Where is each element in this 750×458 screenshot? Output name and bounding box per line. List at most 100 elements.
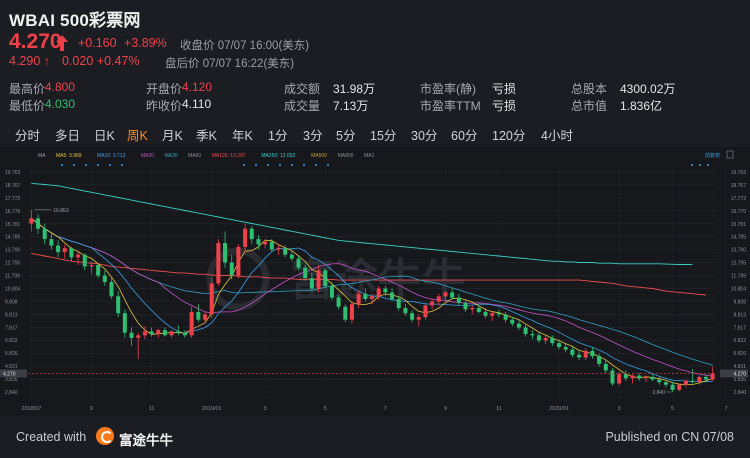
x-tick-10: 3 [618, 406, 621, 412]
x-tick-2: 11 [149, 406, 155, 412]
legend-dot [121, 164, 123, 166]
y-tick-left-6: 13.790 [5, 248, 21, 254]
candle-body-40 [296, 258, 301, 268]
y-tick-left-3: 16.776 [5, 209, 21, 215]
candle-body-13 [116, 296, 121, 314]
candle-body-96 [670, 384, 675, 390]
y-tick-left-0: 19.763 [5, 170, 21, 176]
y-tick-left-9: 10.804 [5, 286, 21, 292]
candle-body-77 [543, 337, 548, 341]
tab-3[interactable]: 周K [127, 129, 148, 143]
stat-label: 成交量 [284, 99, 321, 113]
current-price-tag-left [0, 369, 27, 378]
tab-8[interactable]: 3分 [303, 129, 323, 143]
stat-label: 成交额 [284, 82, 321, 96]
legend-dot [303, 164, 305, 166]
candle-body-35 [263, 241, 268, 245]
candle-body-42 [309, 278, 314, 289]
candle-body-11 [102, 275, 107, 283]
legend-item-10: MA1 [364, 153, 375, 159]
post-market-change: 0.020 +0.47% [62, 54, 140, 68]
tab-2[interactable]: 日K [94, 129, 115, 143]
y-tick-right-11: 8.813 [733, 312, 746, 318]
candle-body-16 [136, 335, 141, 338]
tab-6[interactable]: 年K [232, 129, 253, 143]
stat-8: 市盈率TTM 亏损 [420, 97, 516, 114]
kline-chart[interactable]: MA MA5: 3.969 MA10: 3.713 MA20 MA30 MA60 MA120… [0, 147, 750, 416]
legend-item-7: MA250: 12.652 [261, 153, 295, 159]
stat-value: 4.110 [182, 97, 212, 111]
y-tick-left-13: 6.822 [5, 338, 18, 344]
tab-13[interactable]: 120分 [492, 129, 526, 143]
candle-body-78 [550, 337, 555, 344]
tab-14[interactable]: 4小时 [541, 129, 573, 143]
candle-body-97 [677, 384, 682, 390]
candle-body-2 [42, 228, 47, 240]
stat-value: 31.98万 [333, 82, 376, 96]
candle-body-33 [249, 228, 254, 240]
y-tick-right-17: 2.840 [733, 390, 746, 396]
kline-chart-svg[interactable]: MA MA5: 3.969 MA10: 3.713 MA20 MA30 MA60 MA120… [0, 147, 750, 416]
candle-body-49 [356, 293, 361, 305]
candle-body-17 [142, 331, 147, 336]
stat-value: 4.030 [45, 97, 76, 111]
y-tick-right-0: 19.763 [731, 170, 747, 176]
y-tick-right-7: 12.795 [731, 261, 747, 267]
x-tick-5: 5 [324, 406, 327, 412]
candle-body-80 [563, 347, 568, 350]
candle-body-23 [182, 332, 187, 336]
candle-body-88 [617, 374, 622, 384]
legend-item-2: MA10: 3.713 [97, 153, 126, 159]
tab-7[interactable]: 1分 [268, 129, 288, 143]
candle-body-25 [196, 311, 201, 320]
tab-5[interactable]: 季K [196, 129, 217, 143]
candle-body-58 [416, 317, 421, 320]
candle-body-28 [216, 243, 221, 284]
x-tick-7: 9 [444, 406, 447, 412]
candle-body-15 [129, 332, 134, 338]
tab-10[interactable]: 15分 [370, 129, 397, 143]
x-tick-6: 7 [384, 406, 387, 412]
tab-0[interactable]: 分时 [15, 129, 41, 143]
footer: Created with 富途牛牛 Published on CN 07/08 [0, 418, 750, 458]
post-market-price: 4.290 [9, 54, 41, 68]
candle-body-81 [570, 349, 575, 355]
candle-body-34 [256, 239, 261, 245]
candle-body-19 [156, 330, 161, 335]
candle-body-32 [243, 228, 248, 247]
candle-body-21 [169, 331, 174, 336]
current-price-right: 4.270 [733, 371, 746, 377]
candle-body-89 [623, 374, 628, 379]
current-price-tag-right [720, 369, 748, 378]
price-change-pct: +3.89% [124, 36, 167, 50]
candle-body-41 [303, 267, 308, 279]
legend-dot [291, 164, 293, 166]
stat-4: 总股本 4300.02万 [571, 80, 675, 97]
x-tick-11: 5 [671, 406, 674, 412]
tab-9[interactable]: 5分 [336, 129, 356, 143]
legend-dot [109, 164, 111, 166]
candle-body-24 [189, 311, 194, 336]
candle-body-8 [82, 254, 87, 267]
x-tick-8: 11 [496, 406, 502, 412]
y-tick-left-14: 5.826 [5, 351, 18, 357]
candle-body-36 [269, 241, 274, 250]
x-tick-0: 2018/07 [21, 406, 41, 412]
candle-body-44 [323, 270, 328, 286]
candle-body-9 [89, 265, 94, 267]
stat-label: 最高价 [9, 82, 46, 96]
tab-12[interactable]: 60分 [451, 129, 478, 143]
tab-4[interactable]: 月K [162, 129, 183, 143]
candle-body-91 [637, 375, 642, 379]
candle-body-102 [710, 373, 715, 380]
created-with-label: Created with [16, 430, 87, 444]
legend-item-8: MA500 [311, 153, 327, 159]
tab-11[interactable]: 30分 [411, 129, 438, 143]
stat-5: 最低价 4.030 [9, 97, 75, 114]
tab-1[interactable]: 多日 [55, 129, 81, 143]
stat-value: 亏损 [492, 82, 517, 96]
current-price-left: 4.270 [3, 371, 16, 377]
candle-body-26 [203, 314, 208, 320]
candle-body-64 [456, 297, 461, 303]
stat-label: 总股本 [571, 82, 608, 96]
